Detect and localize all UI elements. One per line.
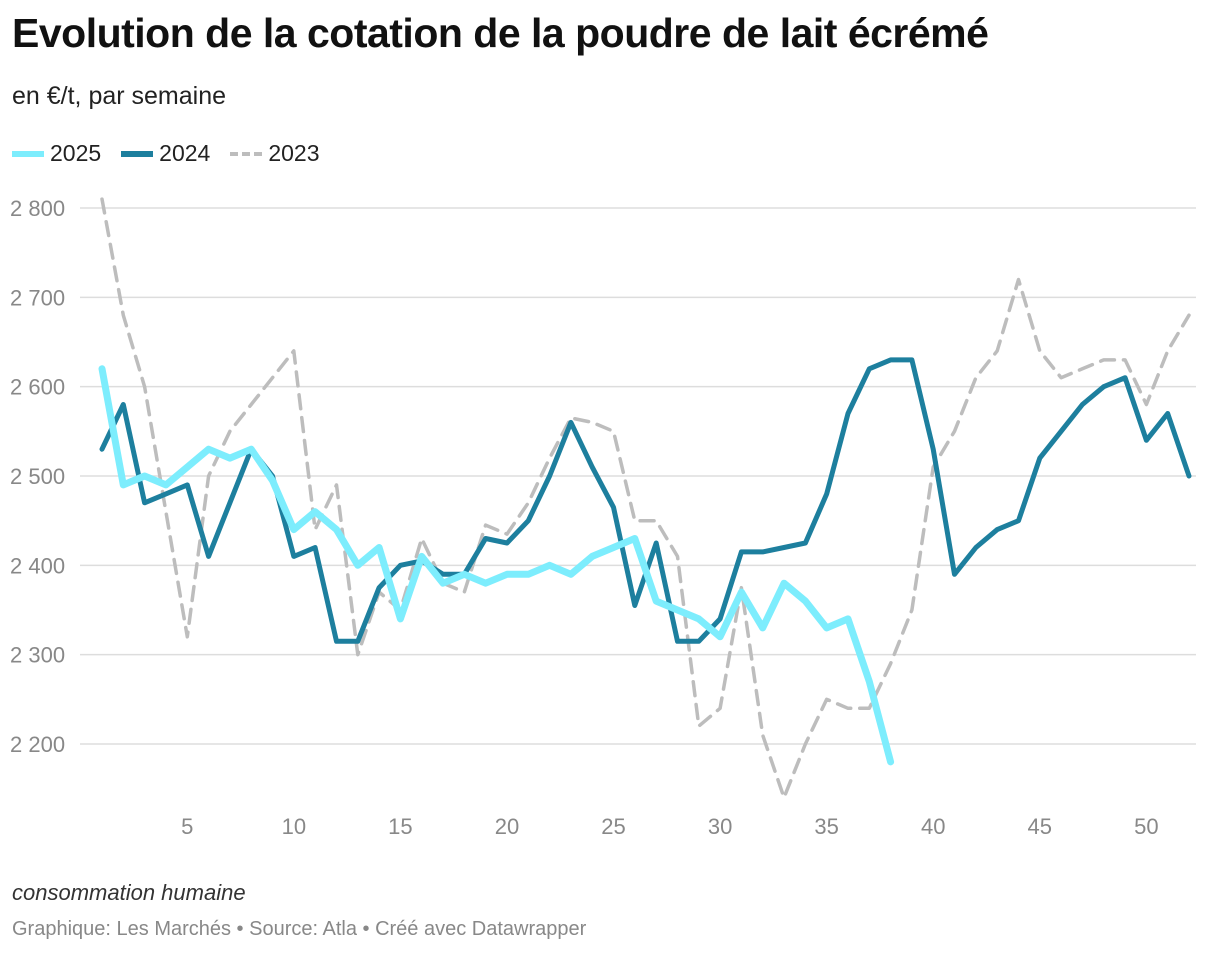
line-chart: 2 200 2 300 2 400 2 500 2 600 2 700 2 800 5 10 15… bbox=[10, 196, 1196, 839]
x-tick-label: 45 bbox=[1028, 814, 1052, 839]
chart-legend: 2025 2024 2023 bbox=[12, 140, 340, 167]
legend-item-2025: 2025 bbox=[12, 140, 101, 167]
x-tick-label: 10 bbox=[282, 814, 306, 839]
axis-labels: 2 200 2 300 2 400 2 500 2 600 2 700 2 800 5 10 15… bbox=[10, 196, 1159, 839]
x-tick-label: 30 bbox=[708, 814, 732, 839]
y-tick-label: 2 400 bbox=[10, 553, 65, 578]
series-line-2024 bbox=[99, 357, 1192, 644]
x-tick-label: 5 bbox=[181, 814, 193, 839]
legend-swatch-2024 bbox=[121, 150, 154, 157]
y-tick-label: 2 700 bbox=[10, 285, 65, 310]
legend-label-2025: 2025 bbox=[50, 140, 102, 166]
legend-swatch-2023 bbox=[230, 151, 263, 156]
legend-swatch-2025 bbox=[12, 150, 44, 157]
grid-lines bbox=[80, 207, 1196, 745]
y-tick-label: 2 600 bbox=[10, 375, 65, 400]
x-tick-label: 25 bbox=[601, 814, 625, 839]
footer-credits: Graphique: Les Marchés • Source: Atla • … bbox=[12, 918, 587, 940]
x-tick-label: 50 bbox=[1134, 814, 1158, 839]
series-line-2023 bbox=[100, 197, 1191, 800]
legend-label-2024: 2024 bbox=[159, 140, 211, 166]
x-tick-label: 35 bbox=[814, 814, 838, 839]
chart-subtitle: en €/t, par semaine bbox=[12, 82, 227, 110]
x-tick-label: 15 bbox=[388, 814, 412, 839]
legend-item-2023: 2023 bbox=[230, 140, 320, 167]
chart-title: Evolution de la cotation de la poudre de… bbox=[12, 10, 989, 56]
y-tick-label: 2 800 bbox=[10, 196, 65, 221]
series-line-2025 bbox=[98, 365, 895, 766]
y-tick-label: 2 500 bbox=[10, 464, 65, 489]
series-lines bbox=[98, 197, 1192, 800]
x-tick-label: 40 bbox=[921, 814, 945, 839]
footer-note: consommation humaine bbox=[12, 880, 246, 905]
y-tick-label: 2 300 bbox=[10, 643, 65, 668]
legend-item-2024: 2024 bbox=[121, 140, 210, 167]
legend-label-2023: 2023 bbox=[268, 140, 320, 166]
x-tick-label: 20 bbox=[495, 814, 519, 839]
y-tick-label: 2 200 bbox=[10, 732, 65, 757]
